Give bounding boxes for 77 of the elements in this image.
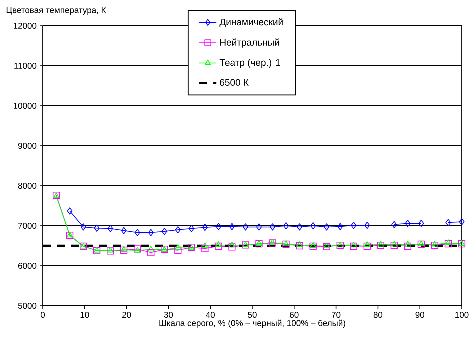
point <box>148 249 155 256</box>
x-tick-label: 10 <box>80 312 90 318</box>
point <box>229 223 235 230</box>
point <box>296 242 304 250</box>
legend-label: Динамический <box>220 18 283 28</box>
x-tick-label: 90 <box>416 312 424 318</box>
point <box>392 221 398 228</box>
y-tick-label: 5000 <box>18 302 37 310</box>
point <box>121 227 127 234</box>
point <box>405 220 411 228</box>
point <box>377 242 384 250</box>
point <box>404 242 412 250</box>
point <box>162 228 168 236</box>
x-tick-label: 20 <box>122 312 132 318</box>
point <box>256 224 262 231</box>
point <box>229 242 236 248</box>
point <box>108 225 114 232</box>
y-tick-label: 8000 <box>18 183 37 190</box>
y-axis-title: Цветовая температура, К <box>6 7 106 15</box>
point <box>296 242 303 248</box>
x-tick-label: 40 <box>206 312 215 318</box>
point <box>391 241 398 247</box>
x-tick-label: 30 <box>164 312 174 318</box>
point <box>175 226 181 234</box>
legend-label: Нейтральный <box>220 38 280 48</box>
y-tick-label: 12000 <box>14 23 37 30</box>
x-tick-label: 100 <box>456 312 469 318</box>
point <box>431 242 439 250</box>
point <box>324 224 330 231</box>
point <box>202 245 209 252</box>
point <box>94 224 100 232</box>
point <box>175 244 182 250</box>
point <box>351 222 357 230</box>
point <box>432 241 438 247</box>
y-tick-label: 11000 <box>14 63 37 70</box>
y-tick-label: 9000 <box>18 143 37 150</box>
x-tick-label: 60 <box>290 312 299 318</box>
point <box>174 246 182 254</box>
point <box>67 208 73 215</box>
point <box>310 222 316 230</box>
point <box>202 224 208 232</box>
point <box>297 224 303 231</box>
point <box>390 242 398 250</box>
point <box>80 224 86 231</box>
point <box>215 242 222 250</box>
point <box>364 242 371 250</box>
point <box>148 229 154 236</box>
point <box>445 240 452 246</box>
point <box>444 240 452 248</box>
legend-label: Театр (чер.) 1 <box>220 59 280 68</box>
point <box>134 229 140 236</box>
x-tick-label: 70 <box>332 312 341 318</box>
point <box>418 220 424 228</box>
point <box>404 241 412 247</box>
point <box>338 223 344 230</box>
point <box>459 218 465 226</box>
point <box>148 246 154 252</box>
point <box>242 224 249 231</box>
point <box>216 223 222 230</box>
x-tick-label: 50 <box>248 312 257 318</box>
x-tick-label: 80 <box>374 312 383 318</box>
point <box>228 244 236 251</box>
point <box>446 219 452 226</box>
point <box>283 222 290 230</box>
point <box>216 242 222 248</box>
point <box>378 241 384 247</box>
point <box>364 222 370 230</box>
x-tick-label: 0 <box>40 312 46 318</box>
y-tick-label: 6000 <box>18 263 37 270</box>
x-axis-title: Шкала серого, % (0% – черный, 100% – белый) <box>160 320 346 328</box>
point <box>202 242 208 248</box>
point <box>270 224 276 231</box>
y-tick-label: 7000 <box>18 223 37 230</box>
point <box>188 225 194 232</box>
point <box>364 242 371 248</box>
legend-label: 6500 К <box>220 79 249 86</box>
y-tick-label: 10000 <box>14 103 37 110</box>
